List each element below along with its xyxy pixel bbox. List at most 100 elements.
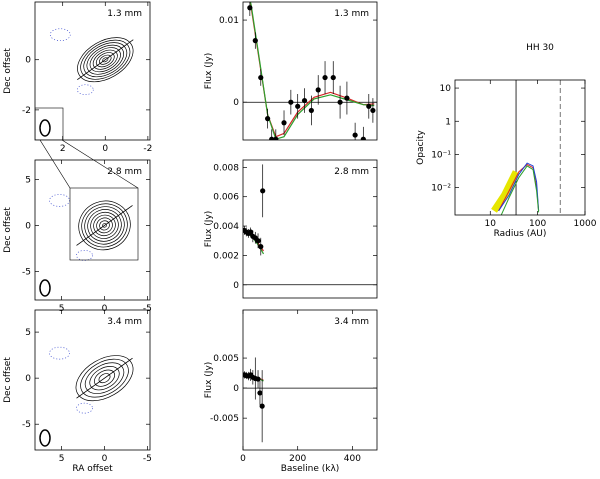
- y-tick-label: 0: [233, 98, 239, 108]
- y-axis-label: Flux (Jy): [204, 53, 214, 90]
- data-point: [344, 95, 350, 101]
- x-tick-label: 0: [102, 454, 108, 464]
- contour: [98, 373, 111, 384]
- data-point: [269, 136, 275, 140]
- data-point: [308, 107, 314, 114]
- panel-label: 2.8 mm: [334, 167, 369, 177]
- frame: [34, 309, 151, 451]
- frame: [242, 1, 378, 141]
- x-tick-label: 0: [102, 304, 108, 314]
- y-tick-label: -5: [22, 267, 31, 277]
- contour: [75, 355, 134, 402]
- data-point: [259, 403, 265, 409]
- contour: [80, 39, 131, 80]
- y-axis-label: Flux (Jy): [204, 211, 214, 248]
- contour: [77, 37, 134, 83]
- contour: [78, 200, 131, 251]
- negative-contour: [49, 28, 71, 42]
- y-tick-label: -5: [22, 420, 31, 430]
- data-point: [255, 376, 261, 382]
- opacity-curve: [498, 162, 540, 212]
- y-tick-label: 0.006: [213, 193, 239, 203]
- y-tick-label: 1: [445, 117, 451, 127]
- y-tick-label: -2: [22, 106, 31, 116]
- contour: [80, 358, 129, 398]
- plot-area: [243, 164, 377, 286]
- zoom-line: [39, 139, 71, 189]
- y-tick-label: 0.008: [213, 163, 239, 173]
- data-point: [370, 107, 376, 114]
- x-tick-label: 2: [60, 144, 66, 154]
- y-axis-label: Dec offset: [3, 48, 13, 94]
- y-tick-label: 0.004: [213, 222, 239, 232]
- x-tick-label: 5: [59, 304, 65, 314]
- axis-line: [76, 357, 133, 399]
- y-axis-label: Flux (Jy): [204, 362, 214, 399]
- x-tick-label: -5: [143, 304, 152, 314]
- x-tick-label: 1000: [574, 219, 597, 229]
- opacity-curve: [500, 165, 540, 215]
- model-line: [249, 2, 375, 140]
- data-point: [257, 390, 263, 396]
- data-point: [301, 97, 308, 104]
- contour: [99, 54, 112, 65]
- y-tick-label: 5: [25, 175, 31, 185]
- contour: [92, 49, 118, 70]
- plot-area: [35, 28, 134, 140]
- data-point: [247, 5, 253, 11]
- frame: [242, 309, 378, 451]
- y-axis-label: Opacity: [416, 130, 426, 165]
- plot-area: [39, 346, 134, 447]
- contour: [93, 214, 116, 237]
- contour: [95, 52, 115, 68]
- zoom-box: [69, 187, 139, 261]
- axis-line: [76, 205, 133, 246]
- y-axis-label: Dec offset: [3, 207, 13, 253]
- data-point: [273, 136, 279, 140]
- frame: [34, 1, 151, 141]
- data-point: [260, 188, 266, 194]
- data-point: [366, 103, 372, 109]
- data-point: [315, 87, 321, 93]
- x-tick-label: 200: [289, 454, 306, 464]
- y-tick-label: 5: [25, 328, 31, 338]
- negative-contour: [49, 346, 70, 360]
- x-tick-label: 100: [529, 219, 546, 229]
- x-axis-label: RA offset: [72, 464, 113, 474]
- beam: [39, 429, 51, 447]
- y-tick-label: -0.005: [210, 414, 239, 424]
- negative-contour: [76, 402, 93, 414]
- plot-area: [491, 80, 561, 215]
- y-tick-label: 0.01: [219, 16, 239, 26]
- x-tick-label: -2: [143, 144, 152, 154]
- x-tick-label: -5: [143, 454, 152, 464]
- zoom-line: [61, 139, 139, 189]
- plot-area: [39, 187, 139, 297]
- x-tick-label: 10: [485, 219, 497, 229]
- y-tick-label: 10: [440, 84, 452, 94]
- negative-contour: [49, 194, 70, 207]
- data-point: [258, 74, 264, 81]
- contour: [86, 44, 125, 75]
- y-tick-label: 0.005: [213, 354, 239, 364]
- data-point: [258, 244, 264, 250]
- data-point: [248, 229, 254, 235]
- plot-area: [243, 2, 377, 140]
- beam: [39, 119, 51, 137]
- contour: [102, 223, 107, 228]
- contour: [99, 220, 110, 231]
- y-tick-label: 10⁻²: [431, 184, 451, 194]
- contour: [96, 217, 113, 234]
- y-tick-label: 10⁻¹: [431, 150, 451, 160]
- x-tick-label: 5: [59, 454, 65, 464]
- data-point: [281, 120, 287, 126]
- data-point: [360, 136, 366, 140]
- x-tick-label: 400: [344, 454, 361, 464]
- contour: [84, 206, 125, 245]
- chart-title: HH 30: [526, 43, 554, 53]
- y-tick-label: 0: [25, 56, 31, 66]
- data-point: [322, 74, 328, 81]
- panel-label: 1.3 mm: [334, 9, 369, 19]
- y-tick-label: 0: [25, 374, 31, 384]
- contour: [89, 366, 120, 391]
